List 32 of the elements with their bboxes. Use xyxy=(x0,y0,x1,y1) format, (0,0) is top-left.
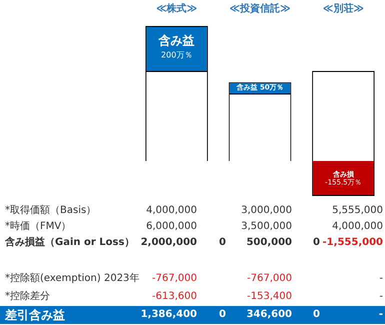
text: 3,500,000 xyxy=(241,220,292,234)
text: -153,400 xyxy=(247,290,292,304)
text: *時価（FMV） xyxy=(5,220,72,234)
text: *取得価額（Basis） xyxy=(5,204,96,218)
text: 4,000,000 xyxy=(332,220,383,234)
text: 0 xyxy=(313,236,320,250)
text: -767,000 xyxy=(247,272,292,286)
text: 含み損益（Gain or Loss） xyxy=(5,236,134,250)
data-label: 含み益 200万％ xyxy=(158,34,195,60)
text: 5,555,000 xyxy=(332,204,383,218)
text: 0 xyxy=(313,308,320,322)
x-tick-label: ≪投資信託≫ xyxy=(230,2,290,15)
text: -1,555,000 xyxy=(322,236,383,250)
x-tick-label: ≪株式≫ xyxy=(156,2,198,15)
text: 3,000,000 xyxy=(241,204,292,218)
text: *控除額(exemption) 2023年 xyxy=(5,272,140,286)
text: - xyxy=(378,308,383,322)
text: 500,000 xyxy=(246,236,292,250)
x-tick-label: ≪別荘≫ xyxy=(322,2,364,15)
text: -767,000 xyxy=(152,272,197,286)
text: 0 xyxy=(219,308,226,322)
text: 4,000,000 xyxy=(146,204,197,218)
text: - xyxy=(379,272,383,286)
text: 差引含み益 xyxy=(5,308,65,322)
text: *控除差分 xyxy=(5,290,50,304)
text: 6,000,000 xyxy=(146,220,197,234)
text: 2,000,000 xyxy=(140,236,197,250)
text: -613,600 xyxy=(152,290,197,304)
text: 1,386,400 xyxy=(140,308,197,322)
text: 346,600 xyxy=(246,308,292,322)
text: - xyxy=(379,290,383,304)
text: 0 xyxy=(219,236,226,250)
